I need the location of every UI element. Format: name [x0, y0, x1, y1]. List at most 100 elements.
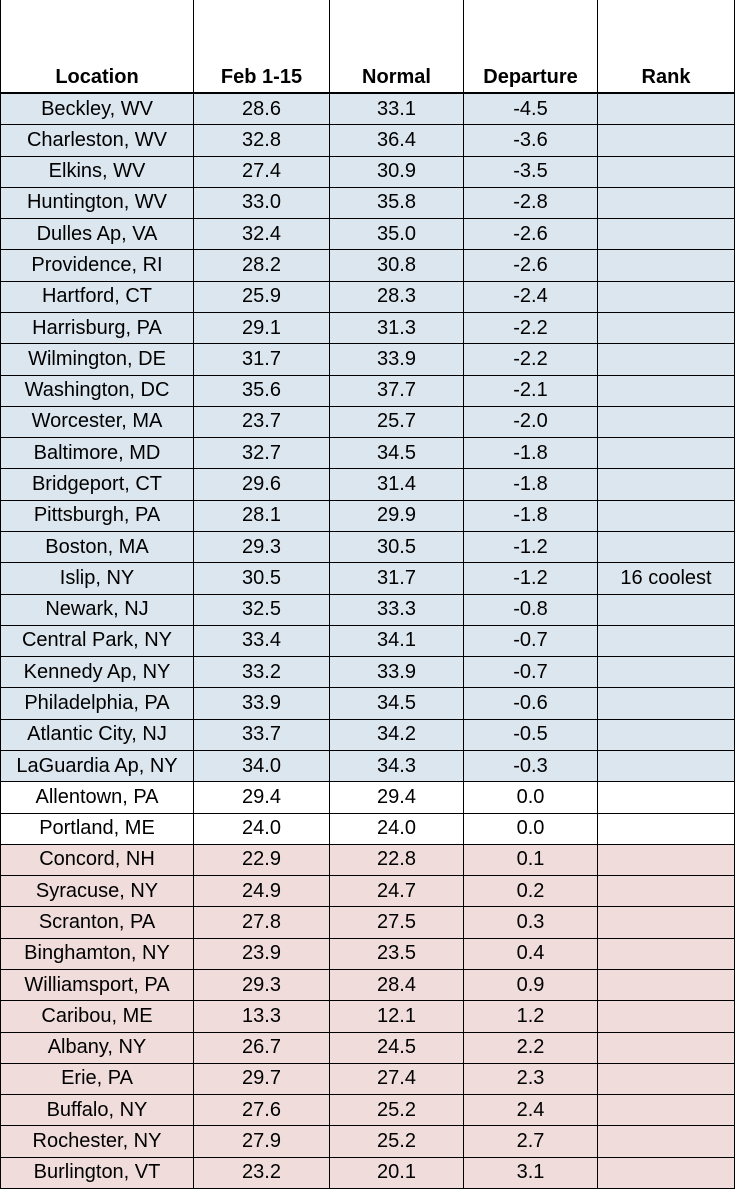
value-cell: 28.1	[194, 500, 330, 532]
location-cell: Central Park, NY	[0, 625, 194, 658]
value-cell: 32.5	[194, 594, 330, 626]
value-cell: 25.2	[330, 1126, 464, 1158]
header-cell: Normal	[330, 0, 464, 94]
value-cell: 25.9	[194, 281, 330, 313]
location-cell: Albany, NY	[0, 1032, 194, 1064]
value-cell: 33.9	[194, 688, 330, 720]
value-cell	[598, 625, 735, 658]
location-cell: Harrisburg, PA	[0, 313, 194, 345]
value-cell: -1.2	[464, 563, 598, 595]
value-cell	[598, 94, 735, 126]
value-cell	[598, 532, 735, 564]
value-cell: 37.7	[330, 375, 464, 407]
location-cell: Newark, NJ	[0, 594, 194, 626]
value-cell: 34.2	[330, 719, 464, 751]
header-cell: Rank	[598, 0, 735, 94]
value-cell: 12.1	[330, 1001, 464, 1033]
value-cell	[598, 719, 735, 751]
value-cell: -3.5	[464, 156, 598, 188]
location-cell: Atlantic City, NJ	[0, 719, 194, 751]
value-cell: 24.0	[330, 813, 464, 845]
value-cell: 33.1	[330, 94, 464, 126]
value-cell	[598, 344, 735, 376]
value-cell: 3.1	[464, 1157, 598, 1189]
value-cell: -2.8	[464, 187, 598, 220]
value-cell: 29.3	[194, 970, 330, 1002]
value-cell: 25.7	[330, 406, 464, 439]
value-cell: 0.9	[464, 970, 598, 1002]
value-cell: 34.5	[330, 688, 464, 720]
value-cell: -1.8	[464, 469, 598, 501]
value-cell: 27.9	[194, 1126, 330, 1158]
value-cell: 33.9	[330, 344, 464, 376]
location-cell: Bridgeport, CT	[0, 469, 194, 501]
value-cell: 32.7	[194, 438, 330, 470]
value-cell: 36.4	[330, 125, 464, 157]
location-cell: Baltimore, MD	[0, 438, 194, 470]
value-cell: 33.7	[194, 719, 330, 751]
value-cell: 26.7	[194, 1032, 330, 1064]
value-cell: 2.3	[464, 1063, 598, 1096]
value-cell	[598, 1032, 735, 1064]
value-cell	[598, 438, 735, 470]
value-cell: 31.4	[330, 469, 464, 501]
value-cell: 31.7	[194, 344, 330, 376]
value-cell	[598, 1063, 735, 1096]
header-cell: Location	[0, 0, 194, 94]
value-cell: 29.1	[194, 313, 330, 345]
value-cell: 30.5	[330, 532, 464, 564]
value-cell	[598, 156, 735, 188]
value-cell: -3.6	[464, 125, 598, 157]
value-cell: 24.7	[330, 876, 464, 908]
value-cell: 28.4	[330, 970, 464, 1002]
header-cell: Departure	[464, 0, 598, 94]
value-cell: 16 coolest	[598, 563, 735, 595]
value-cell: 2.2	[464, 1032, 598, 1064]
value-cell: 28.3	[330, 281, 464, 313]
location-cell: Portland, ME	[0, 813, 194, 845]
value-cell	[598, 187, 735, 220]
location-cell: Dulles Ap, VA	[0, 219, 194, 251]
value-cell: 29.6	[194, 469, 330, 501]
value-cell: 29.3	[194, 532, 330, 564]
value-cell	[598, 406, 735, 439]
value-cell: -0.7	[464, 625, 598, 658]
value-cell: -2.6	[464, 219, 598, 251]
value-cell: 33.3	[330, 594, 464, 626]
value-cell: 33.0	[194, 187, 330, 220]
value-cell	[598, 1126, 735, 1158]
value-cell: 35.0	[330, 219, 464, 251]
value-cell: 27.6	[194, 1095, 330, 1127]
location-cell: Burlington, VT	[0, 1157, 194, 1189]
value-cell: 32.4	[194, 219, 330, 251]
value-cell	[598, 907, 735, 939]
value-cell: 20.1	[330, 1157, 464, 1189]
value-cell: 30.5	[194, 563, 330, 595]
value-cell	[598, 250, 735, 282]
value-cell	[598, 751, 735, 783]
location-cell: Rochester, NY	[0, 1126, 194, 1158]
header-cell: Feb 1-15	[194, 0, 330, 94]
value-cell: 23.9	[194, 938, 330, 970]
value-cell: 33.4	[194, 625, 330, 658]
value-cell: 29.9	[330, 500, 464, 532]
value-cell: 23.7	[194, 406, 330, 439]
value-cell	[598, 594, 735, 626]
value-cell	[598, 657, 735, 689]
value-cell: 24.5	[330, 1032, 464, 1064]
value-cell: 31.7	[330, 563, 464, 595]
value-cell: 32.8	[194, 125, 330, 157]
value-cell: 0.0	[464, 813, 598, 845]
value-cell: 22.9	[194, 844, 330, 877]
value-cell: 30.8	[330, 250, 464, 282]
value-cell: 30.9	[330, 156, 464, 188]
value-cell: 34.5	[330, 438, 464, 470]
location-cell: Caribou, ME	[0, 1001, 194, 1033]
location-cell: Charleston, WV	[0, 125, 194, 157]
value-cell	[598, 125, 735, 157]
location-cell: Hartford, CT	[0, 281, 194, 313]
location-cell: Williamsport, PA	[0, 970, 194, 1002]
value-cell: -0.7	[464, 657, 598, 689]
value-cell: 33.9	[330, 657, 464, 689]
value-cell: 27.8	[194, 907, 330, 939]
